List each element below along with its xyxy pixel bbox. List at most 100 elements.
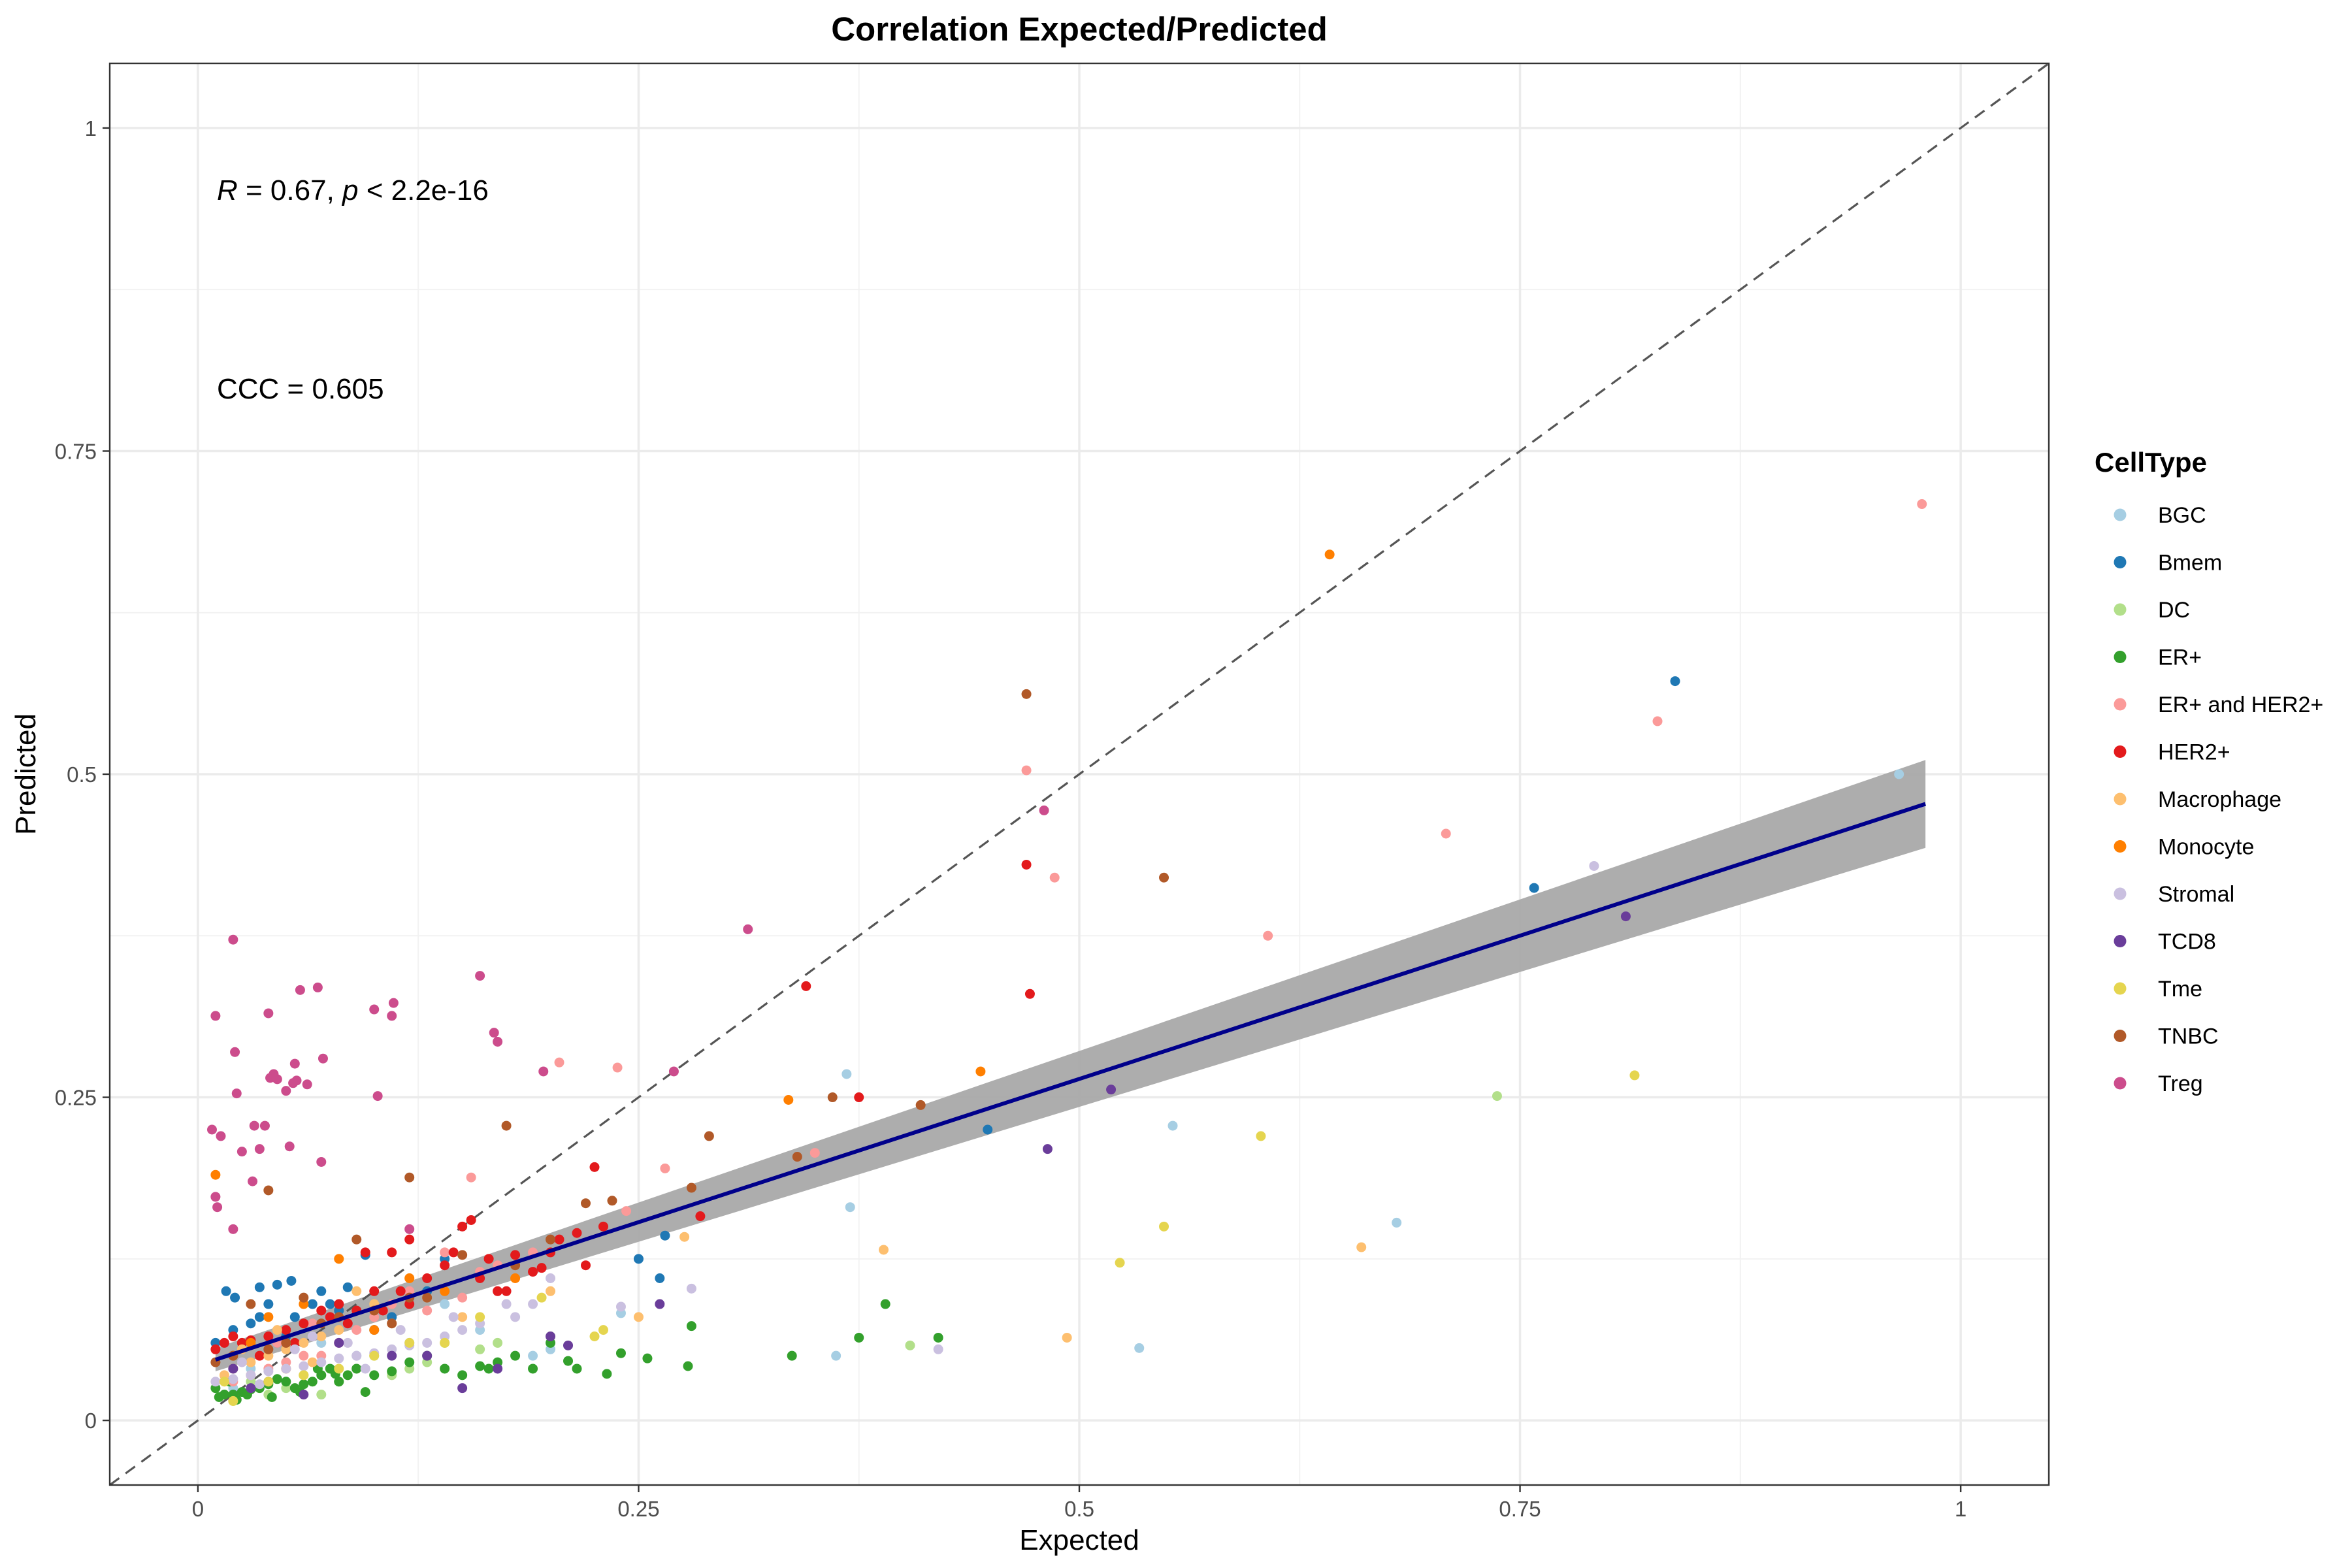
point-stromal [351, 1350, 362, 1361]
x-axis-title: Expected [1019, 1524, 1139, 1556]
point-er [686, 1321, 696, 1331]
point-tme [598, 1325, 608, 1335]
point-treg [489, 1028, 499, 1038]
point-treg [259, 1120, 270, 1131]
point-macrophage [679, 1232, 690, 1242]
point-er [387, 1366, 397, 1377]
point-bgc [845, 1202, 855, 1213]
point-tcd8 [228, 1364, 238, 1374]
point-treg [1039, 805, 1049, 815]
point-treg [312, 982, 323, 992]
point-treg [216, 1131, 226, 1141]
point-er [854, 1332, 864, 1343]
point-treg [210, 1011, 221, 1021]
point-tcd8 [334, 1337, 344, 1348]
point-bmem [263, 1299, 274, 1309]
point-er [351, 1364, 362, 1374]
point-dc [493, 1337, 503, 1348]
point-tme [1256, 1131, 1266, 1141]
point-er [457, 1370, 468, 1380]
point-tnbc [387, 1318, 397, 1329]
legend-key-stromal [2114, 887, 2127, 900]
point-er-and-her2 [351, 1325, 362, 1335]
point-her2 [387, 1247, 397, 1258]
point-bmem [307, 1299, 318, 1309]
point-stromal [360, 1364, 370, 1374]
point-er-and-her2 [466, 1172, 476, 1183]
point-her2 [457, 1221, 468, 1232]
point-stromal [1589, 860, 1599, 871]
point-stromal [395, 1325, 406, 1335]
point-stromal [299, 1361, 309, 1371]
legend-label-macrophage: Macrophage [2158, 787, 2281, 812]
point-macrophage [633, 1312, 644, 1322]
point-er-and-her2 [621, 1206, 632, 1217]
point-tme [228, 1396, 238, 1406]
point-bmem [272, 1279, 282, 1290]
point-her2 [254, 1350, 265, 1361]
point-bmem [246, 1318, 256, 1329]
point-tnbc [607, 1196, 617, 1206]
y-axis-ticks: 0 0.25 0.5 0.75 1 [55, 116, 110, 1433]
point-stromal [237, 1357, 247, 1367]
point-tcd8 [246, 1383, 256, 1394]
point-tnbc [501, 1120, 512, 1131]
point-macrophage [1356, 1242, 1367, 1252]
point-treg [284, 1141, 295, 1152]
legend-key-tme [2114, 982, 2127, 995]
point-tme [475, 1312, 485, 1322]
legend-items: BGC Bmem DC ER+ ER+ and HER2+ HER2+ Macrophage… [2114, 503, 2323, 1096]
ccc-annotation: CCC = 0.605 [217, 373, 384, 405]
point-treg [289, 1058, 300, 1069]
point-er [272, 1374, 282, 1384]
point-er-and-her2 [809, 1148, 820, 1158]
point-tnbc [704, 1131, 714, 1141]
point-tcd8 [563, 1340, 574, 1350]
x-tick-label: 0 [192, 1497, 204, 1521]
point-monocyte [404, 1273, 415, 1283]
point-tme [263, 1377, 274, 1387]
point-treg [538, 1066, 549, 1077]
point-stromal [307, 1331, 318, 1342]
point-stromal [289, 1344, 300, 1354]
identity-dashed-line [110, 63, 2049, 1485]
point-bmem [254, 1312, 265, 1322]
point-macrophage [316, 1331, 327, 1342]
point-tnbc [422, 1292, 433, 1303]
point-macrophage [299, 1337, 309, 1348]
point-bmem [342, 1282, 353, 1292]
point-her2 [581, 1260, 591, 1271]
legend-key-bmem [2114, 556, 2127, 568]
point-macrophage [246, 1357, 256, 1367]
point-tme [1115, 1258, 1125, 1268]
point-tme [369, 1350, 380, 1361]
point-treg [263, 1008, 274, 1019]
legend-key-er-and-her2 [2114, 698, 2127, 711]
point-her2 [404, 1234, 415, 1245]
point-tme [440, 1337, 450, 1348]
point-tnbc [827, 1092, 838, 1103]
point-bmem [983, 1124, 993, 1135]
point-treg [302, 1079, 312, 1090]
point-tnbc [299, 1292, 309, 1303]
point-er [615, 1348, 626, 1358]
point-dc [1492, 1091, 1502, 1102]
point-er-and-her2 [422, 1305, 433, 1316]
point-er [299, 1379, 309, 1390]
point-er-and-her2 [612, 1062, 623, 1073]
x-axis-ticks: 0 0.25 0.5 0.75 1 [192, 1485, 1967, 1521]
point-er [483, 1364, 494, 1374]
point-er [572, 1364, 582, 1374]
point-bgc [1168, 1120, 1178, 1131]
point-bmem [221, 1286, 231, 1296]
point-macrophage [272, 1325, 282, 1335]
point-tme [1159, 1221, 1169, 1232]
point-er [369, 1370, 380, 1380]
point-her2 [1024, 988, 1035, 999]
point-tme [1629, 1070, 1640, 1081]
point-bgc [1392, 1217, 1402, 1228]
point-er-and-her2 [554, 1057, 564, 1068]
point-treg [237, 1147, 247, 1157]
point-her2 [483, 1254, 494, 1264]
